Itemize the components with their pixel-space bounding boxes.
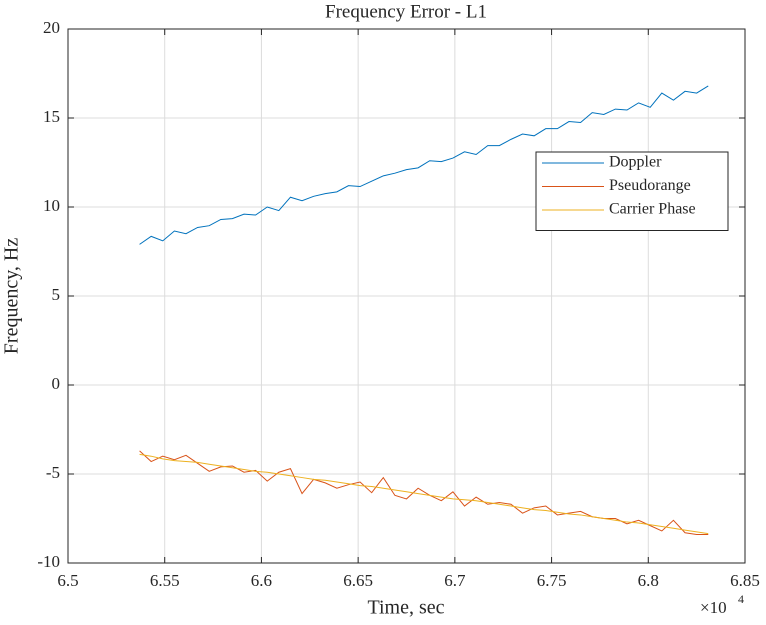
y-tick-label: -10 [37, 552, 60, 571]
x-tick-label: 6.6 [251, 571, 272, 590]
x-tick-label: 6.7 [444, 571, 466, 590]
chart-title: Frequency Error - L1 [325, 1, 487, 22]
data-line [139, 453, 709, 535]
y-axis-label: Frequency, Hz [1, 238, 23, 355]
x-exponent-base: ×10 [700, 598, 727, 617]
x-tick-label: 6.65 [343, 571, 373, 590]
axes-box [67, 28, 746, 564]
y-tick-label: -5 [46, 463, 60, 482]
legend-label: Carrier Phase [609, 201, 696, 218]
x-exponent-power: 4 [738, 592, 744, 606]
x-tick-label: 6.8 [638, 571, 659, 590]
x-tick-label: 6.5 [57, 571, 78, 590]
data-line [139, 85, 709, 245]
y-tick-label: 20 [43, 18, 60, 37]
data-line [139, 450, 709, 536]
x-axis-label: Time, sec [367, 597, 444, 619]
y-tick-label: 5 [52, 285, 61, 304]
legend-label: Pseudorange [609, 177, 691, 194]
x-tick-label: 6.85 [730, 571, 760, 590]
y-tick-label: 0 [52, 374, 61, 393]
y-tick-label: 15 [43, 107, 60, 126]
legend: Doppler Pseudorange Carrier Phase [535, 151, 729, 231]
x-tick-label: 6.55 [150, 571, 180, 590]
x-tick-label: 6.75 [537, 571, 567, 590]
legend-box [535, 151, 729, 231]
y-tick-label: 10 [43, 196, 60, 215]
legend-label: Doppler [609, 154, 662, 171]
